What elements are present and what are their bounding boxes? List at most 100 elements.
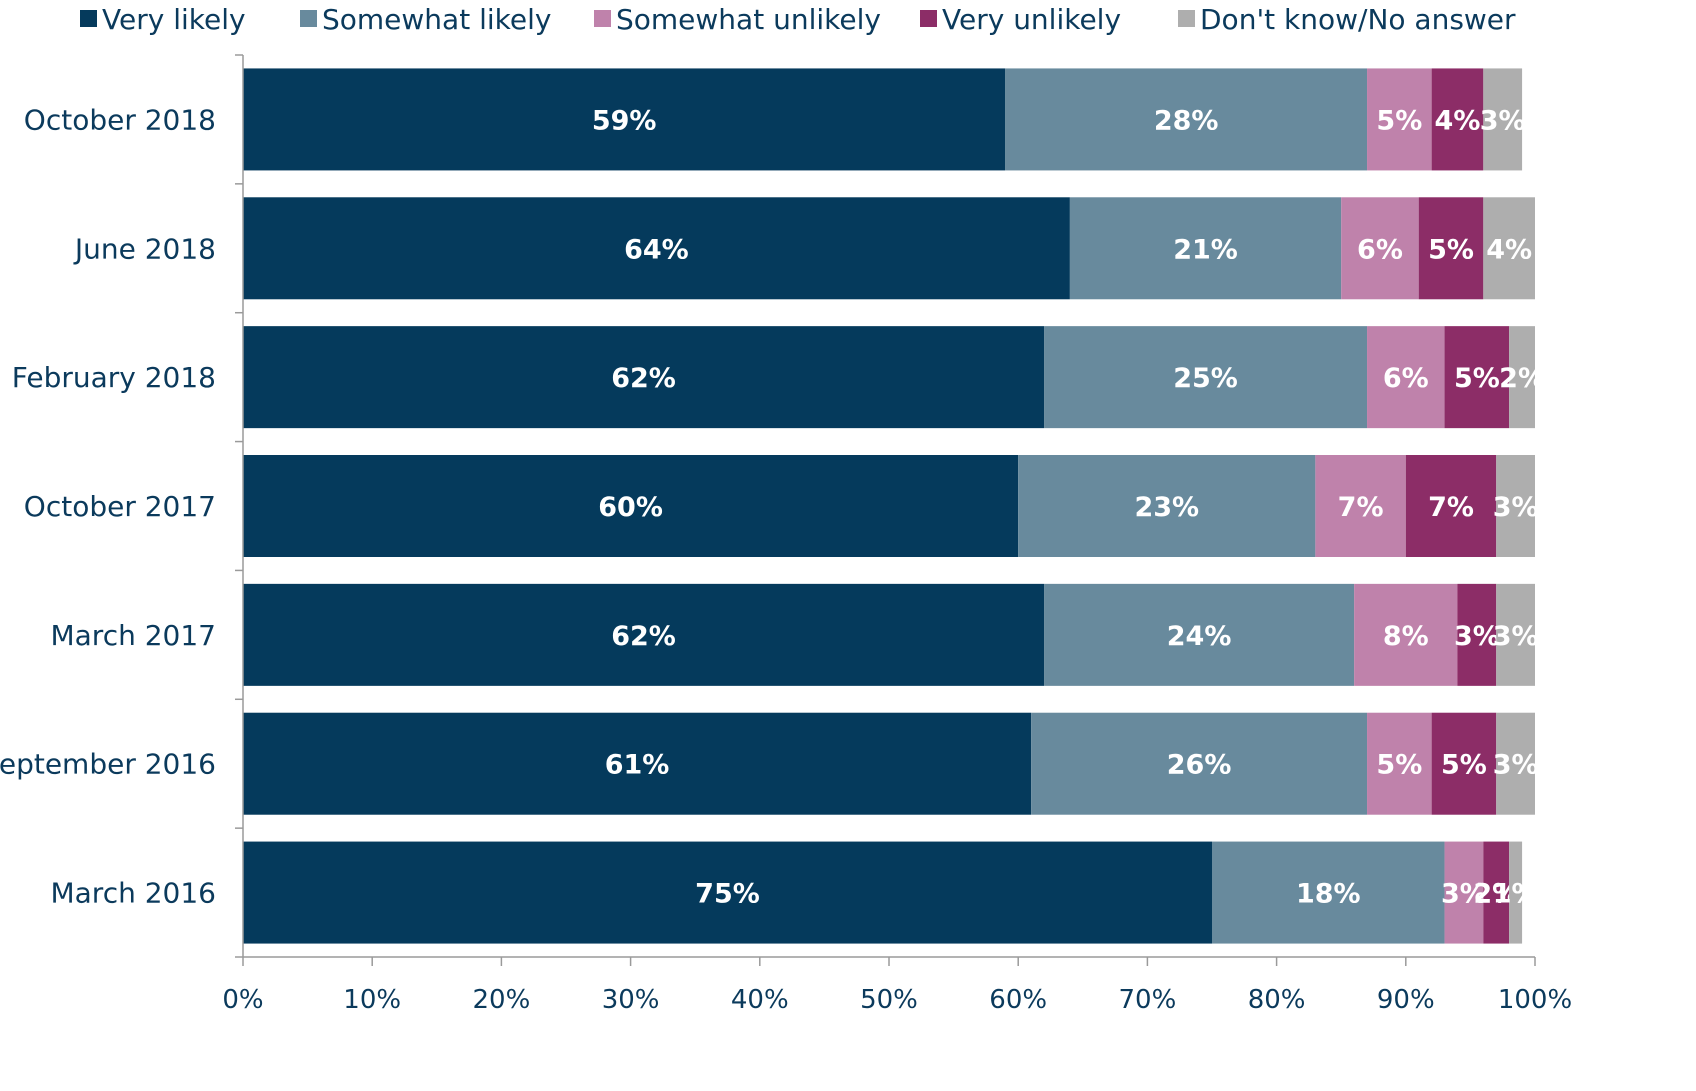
data-label: 75% [695, 879, 760, 910]
bar-segment-somewhat-unlikely [1341, 197, 1419, 300]
bar-segment-somewhat-unlikely [1367, 68, 1432, 171]
data-label: 3% [1493, 621, 1539, 652]
x-tick-label: 30% [602, 985, 660, 1015]
legend-swatch [594, 10, 611, 27]
bar-segment-very-likely [243, 68, 1006, 171]
legend-swatch [1178, 10, 1195, 27]
x-tick-label: 20% [473, 985, 531, 1015]
bar-segment-somewhat-unlikely [1354, 583, 1458, 686]
bar-segment-somewhat-likely [1212, 841, 1445, 944]
x-tick-label: 60% [989, 985, 1047, 1015]
legend-swatch [920, 10, 937, 27]
bar-segment-somewhat-likely [1031, 712, 1368, 815]
legend-label: Somewhat likely [322, 3, 551, 36]
bar-row-october-2018: 59% 28% 5% 4% 3% [243, 68, 1526, 171]
data-label: 7% [1428, 492, 1474, 523]
legend-item-somewhat-likely: Somewhat likely [300, 3, 551, 36]
axes: October 2018 June 2018 February 2018 Octobe… [0, 54, 1572, 1015]
category-label: October 2018 [24, 103, 216, 136]
data-label: 3% [1441, 879, 1487, 910]
data-label: 18% [1296, 879, 1361, 910]
data-label: 5% [1428, 234, 1474, 265]
bar-segment-don-t-know-no-answer [1483, 197, 1535, 300]
x-tick-label: 40% [731, 985, 789, 1015]
bar-segment-don-t-know-no-answer [1496, 455, 1535, 557]
data-label: 7% [1338, 492, 1384, 523]
bar-segment-somewhat-unlikely [1367, 712, 1432, 815]
bar-segment-very-unlikely [1457, 583, 1497, 686]
data-label: 3% [1454, 621, 1500, 652]
data-label: 23% [1134, 492, 1199, 523]
bar-segment-somewhat-unlikely [1367, 326, 1445, 429]
bar-segment-don-t-know-no-answer [1483, 68, 1523, 171]
bar-segment-very-unlikely [1431, 712, 1497, 815]
x-tick-label: 80% [1248, 985, 1306, 1015]
data-label: 1% [1493, 879, 1539, 910]
bar-row-june-2018: 64% 21% 6% 5% 4% [243, 197, 1535, 300]
x-tick-label: 100% [1498, 985, 1572, 1015]
data-label: 59% [592, 105, 657, 136]
data-label: 6% [1357, 234, 1403, 265]
bar-segment-very-unlikely [1444, 326, 1510, 429]
legend-item-somewhat-unlikely: Somewhat unlikely [594, 3, 881, 36]
data-label: 4% [1435, 105, 1481, 136]
x-tick-label: 90% [1377, 985, 1435, 1015]
bar-segment-somewhat-unlikely [1315, 455, 1406, 557]
bar-segment-very-likely [243, 455, 1019, 557]
data-label: 5% [1376, 105, 1422, 136]
x-tick-label: 70% [1119, 985, 1177, 1015]
legend-item-very-unlikely: Very unlikely [920, 3, 1121, 36]
data-label: 25% [1173, 363, 1238, 394]
data-label: 3% [1493, 492, 1539, 523]
bar-segment-very-unlikely [1431, 68, 1484, 171]
data-label: 3% [1493, 750, 1539, 781]
bar-segment-very-unlikely [1483, 841, 1510, 944]
data-label: 28% [1154, 105, 1219, 136]
legend-label: Very unlikely [942, 3, 1121, 36]
data-label: 21% [1173, 234, 1238, 265]
category-label: September 2016 [0, 748, 216, 781]
legend-label: Very likely [102, 3, 246, 36]
legend: Very likely Somewhat likely Somewhat unlik… [80, 3, 1516, 36]
data-label: 5% [1454, 363, 1500, 394]
bar-segment-somewhat-likely [1044, 583, 1355, 686]
data-label: 62% [611, 363, 676, 394]
data-label: 24% [1167, 621, 1232, 652]
category-label: June 2018 [73, 232, 216, 265]
bar-segment-very-likely [243, 841, 1212, 944]
category-label: March 2017 [50, 619, 216, 652]
data-label: 5% [1376, 750, 1422, 781]
data-label: 61% [605, 750, 670, 781]
bar-segment-somewhat-likely [1044, 326, 1368, 429]
bar-segment-very-likely [243, 326, 1045, 429]
data-label: 6% [1383, 363, 1429, 394]
bar-segment-don-t-know-no-answer [1496, 712, 1535, 815]
plot-area: 59% 28% 5% 4% 3%64% 21% 6% 5% 4%62% 25% 6% 5% 2%60% 2… [243, 68, 1545, 944]
bar-segment-don-t-know-no-answer [1509, 841, 1523, 944]
data-label: 3% [1480, 105, 1526, 136]
bar-row-october-2017: 60% 23% 7% 7% 3% [243, 455, 1539, 557]
bar-segment-somewhat-unlikely [1444, 841, 1484, 944]
x-tick-label: 50% [860, 985, 918, 1015]
bar-segment-very-likely [243, 197, 1070, 300]
data-label: 62% [611, 621, 676, 652]
legend-item-very-likely: Very likely [80, 3, 246, 36]
bar-segment-don-t-know-no-answer [1509, 326, 1535, 429]
bar-segment-very-unlikely [1418, 197, 1484, 300]
data-label: 4% [1486, 234, 1532, 265]
bar-segment-don-t-know-no-answer [1496, 583, 1535, 686]
bar-segment-very-likely [243, 712, 1032, 815]
x-tick-label: 0% [222, 985, 263, 1015]
legend-item-don-t-know-no-answer: Don't know/No answer [1178, 3, 1516, 36]
legend-label: Somewhat unlikely [616, 3, 881, 36]
data-label: 8% [1383, 621, 1429, 652]
bar-segment-very-likely [243, 583, 1045, 686]
data-label: 2% [1499, 363, 1545, 394]
legend-label: Don't know/No answer [1200, 3, 1516, 36]
bar-segment-somewhat-likely [1005, 68, 1368, 171]
legend-swatch [300, 10, 317, 27]
data-label: 60% [598, 492, 663, 523]
legend-swatch [80, 10, 97, 27]
bar-row-march-2017: 62% 24% 8% 3%3% [243, 583, 1539, 686]
